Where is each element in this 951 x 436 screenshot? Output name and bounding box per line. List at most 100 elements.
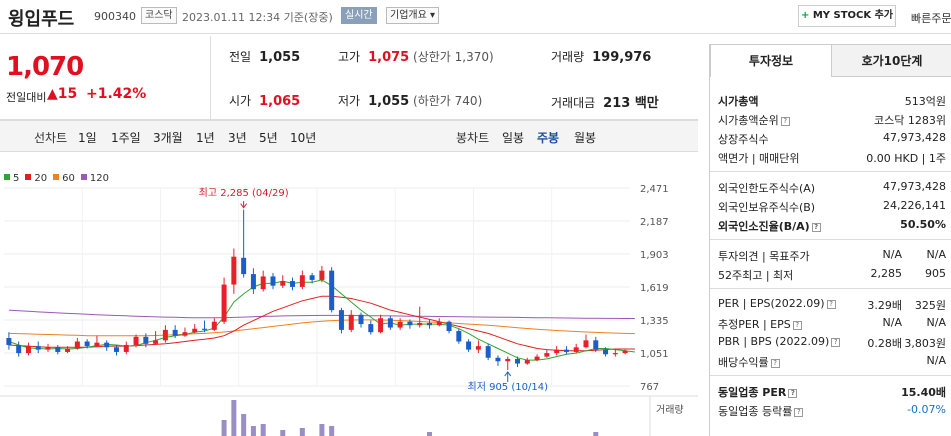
info-label: 동일업종 등락률? — [718, 403, 804, 419]
price-chart: 5 20 60 120 2,471 2,187 1,903 1,619 1,335 1,051 7… — [0, 170, 698, 436]
info-label: 52주최고 | 최저 — [718, 269, 794, 282]
section-divider — [710, 239, 951, 240]
help-icon[interactable]: ? — [792, 321, 802, 330]
help-icon[interactable]: ? — [788, 389, 798, 398]
y-tick-label: 767 — [640, 382, 659, 393]
volume-bar — [426, 432, 432, 436]
info-value: 24,226,141 — [883, 199, 946, 212]
candle-body — [622, 350, 628, 354]
help-icon[interactable]: ? — [770, 359, 780, 368]
y-tick-label: 2,187 — [640, 217, 669, 228]
info-value: 15.40배 — [901, 386, 946, 399]
candle-body — [466, 341, 472, 350]
quick-order-link[interactable]: 빠른주문 — [911, 12, 951, 25]
candle-body — [495, 357, 501, 362]
high-annotation: 최고 2,285 (04/29) — [199, 187, 289, 199]
candle-body — [6, 338, 12, 345]
tab-5y[interactable]: 5년 — [259, 131, 278, 145]
candle-body — [319, 270, 325, 280]
y-tick-label: 1,335 — [640, 316, 669, 327]
tab-3y[interactable]: 3년 — [228, 131, 247, 145]
volume: 거래량 199,976 — [551, 50, 652, 65]
candle-body — [250, 274, 256, 290]
candle-body — [182, 332, 188, 336]
info-value-1: 3.29배 — [867, 299, 902, 312]
candle-body — [554, 349, 560, 354]
candle-body — [45, 347, 51, 350]
tab-1y[interactable]: 1년 — [196, 131, 215, 145]
plus-icon: + — [800, 10, 810, 21]
info-label: 외국인소진율(B/A)? — [718, 218, 821, 234]
tab-1d[interactable]: 1일 — [78, 131, 97, 145]
change-value: ▲15 — [47, 86, 78, 102]
info-value: 0.00 HKD | 1주 — [866, 152, 946, 165]
candle-body — [35, 346, 41, 350]
tab-monthly[interactable]: 월봉 — [574, 131, 597, 145]
info-row: 시가총액순위? 코스닥 1283위 — [718, 110, 946, 129]
info-value-1: 0.28배 — [867, 337, 902, 350]
tab-orderbook[interactable]: 호가10단계 — [832, 44, 951, 77]
candle-body — [231, 256, 237, 285]
change-label: 전일대비 — [6, 91, 47, 104]
low-price: 저가 1,055 (하한가 740) — [338, 94, 483, 109]
candle-body — [603, 349, 609, 355]
legend-ma120: 120 — [80, 173, 109, 184]
info-value-1: 2,285 — [870, 267, 903, 280]
info-row: 시가총액 513억원 — [718, 91, 946, 110]
tab-weekly[interactable]: 주봉 — [537, 131, 560, 145]
candle-body — [241, 257, 247, 275]
chart-period-tabs: 선차트 1일 1주일 3개월 1년 3년 5년 10년 봉차트 일봉 주봉 월봉 — [0, 120, 698, 152]
candle-body — [55, 347, 61, 352]
change-percent: +1.42% — [86, 86, 147, 102]
info-row: PBR | BPS (2022.09)? 0.28배 3,803원 — [718, 333, 946, 352]
help-icon[interactable]: ? — [831, 338, 841, 347]
candle-body — [153, 340, 159, 344]
info-row: 투자의견 | 목표주가 N/A N/A — [718, 246, 946, 265]
candle-body — [299, 275, 305, 287]
info-label: 상장주식수 — [718, 133, 769, 146]
tab-invest-info[interactable]: 투자정보 — [710, 44, 832, 77]
candle-body — [162, 329, 168, 341]
stock-header: 윙입푸드 900340 코스닥 2023.01.11 12:34 기준(장중) … — [0, 0, 951, 34]
price-summary: 1,070 전일대비 ▲15 +1.42% 전일 1,055 고가 1,075 (상… — [0, 36, 698, 120]
candle-body — [25, 346, 31, 354]
tab-10y[interactable]: 10년 — [290, 131, 317, 145]
volume-bar — [319, 424, 325, 436]
add-mystock-button[interactable]: + MY STOCK 추가 — [798, 5, 896, 27]
info-label: 시가총액순위? — [718, 112, 790, 128]
y-tick-label: 1,051 — [640, 349, 669, 360]
info-row: 동일업종 등락률? -0.07% — [718, 401, 946, 420]
candle-body — [172, 329, 178, 336]
volume-bar — [280, 430, 286, 436]
help-icon[interactable]: ? — [811, 223, 821, 232]
candle-body — [270, 276, 276, 286]
help-icon[interactable]: ? — [780, 117, 790, 126]
current-price: 1,070 — [6, 52, 84, 82]
help-icon[interactable]: ? — [826, 300, 836, 309]
candle-body — [338, 310, 344, 330]
help-icon[interactable]: ? — [794, 408, 804, 417]
info-label: 투자의견 | 목표주가 — [718, 250, 810, 263]
candle-body — [309, 275, 315, 280]
trade-amount: 거래대금 213 백만 — [551, 96, 659, 111]
ma60-line — [8, 319, 635, 337]
candle-body — [515, 358, 521, 364]
tab-1w[interactable]: 1주일 — [111, 131, 141, 145]
candle-body — [426, 322, 432, 326]
legend-ma20: 20 — [25, 173, 47, 184]
low-arrow-head — [504, 371, 512, 377]
candle-body — [280, 281, 286, 286]
volume-bar — [221, 420, 227, 436]
mystock-label: MY STOCK 추가 — [812, 10, 894, 21]
prev-close: 전일 1,055 — [229, 50, 301, 65]
section-divider — [710, 288, 951, 289]
candle-body — [387, 318, 393, 328]
company-info-button[interactable]: 기업개요 ▾ — [386, 7, 439, 24]
tab-3m[interactable]: 3개월 — [153, 131, 183, 145]
info-label: 동일업종 PER? — [718, 384, 798, 400]
info-value: 905 — [925, 267, 946, 280]
tab-daily[interactable]: 일봉 — [502, 131, 525, 145]
candle-body — [563, 349, 569, 352]
info-value: 47,973,428 — [883, 131, 946, 144]
info-value-1: N/A — [882, 248, 902, 261]
